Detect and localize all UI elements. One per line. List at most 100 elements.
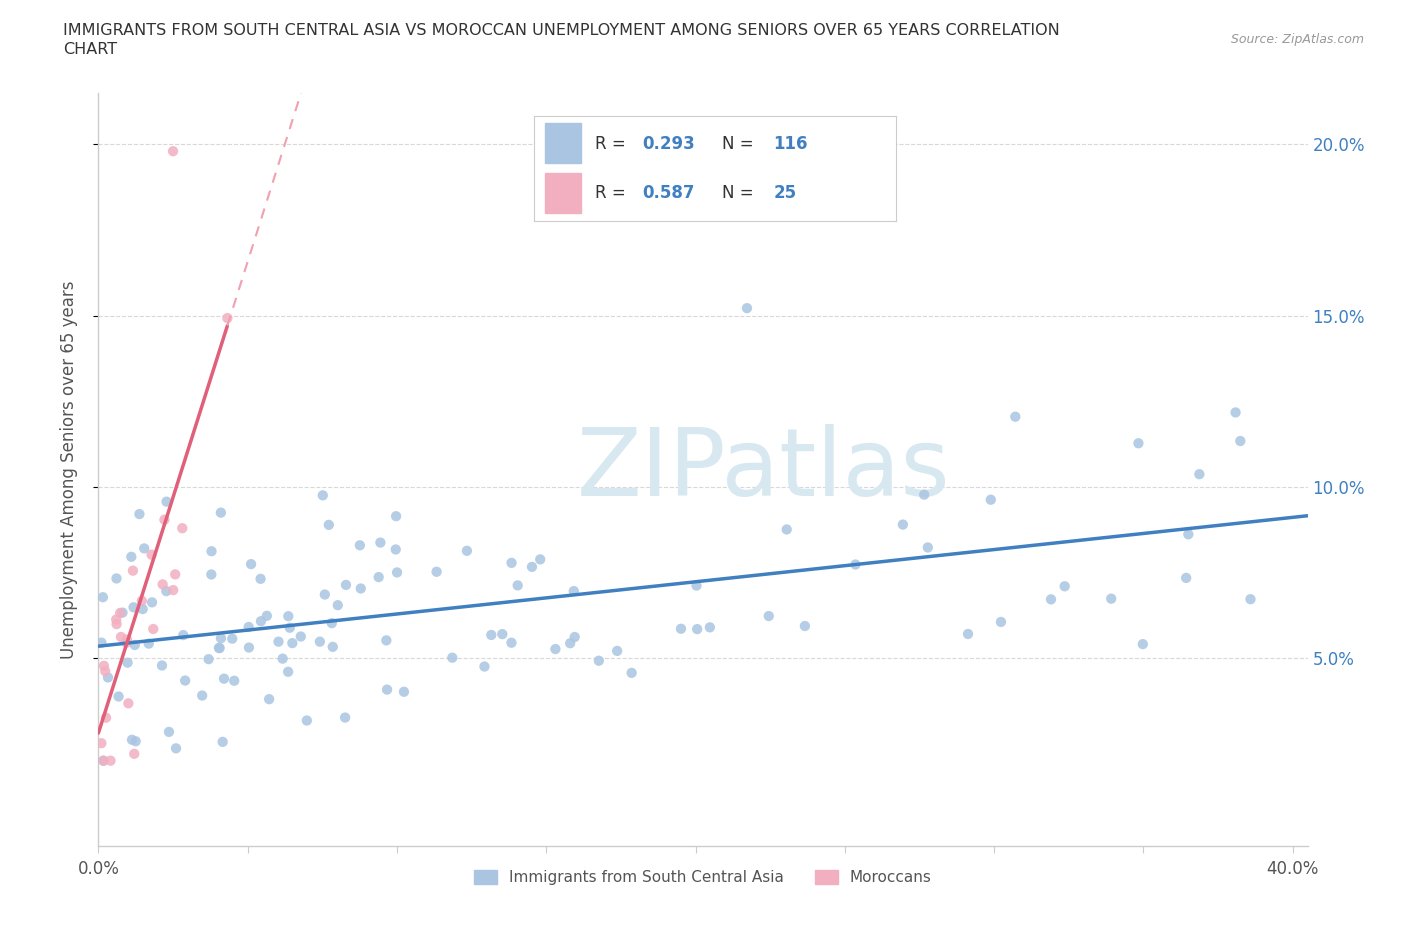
Point xyxy=(115,635,138,650)
Point xyxy=(150,658,173,673)
Point xyxy=(474,659,496,674)
Point xyxy=(172,628,194,643)
Point xyxy=(277,609,299,624)
Point xyxy=(562,584,585,599)
Point xyxy=(221,631,243,646)
Point xyxy=(290,629,312,644)
Point xyxy=(138,636,160,651)
Point xyxy=(1004,409,1026,424)
Point xyxy=(250,614,273,629)
Point xyxy=(699,620,721,635)
Point xyxy=(200,567,222,582)
Point xyxy=(685,578,707,593)
Point xyxy=(321,616,343,631)
Point xyxy=(217,311,239,325)
Point xyxy=(271,651,294,666)
Point xyxy=(91,753,114,768)
Point xyxy=(90,635,112,650)
Point xyxy=(165,741,187,756)
Point xyxy=(1132,637,1154,652)
Point xyxy=(124,638,146,653)
Point xyxy=(108,605,131,620)
Point xyxy=(560,636,582,651)
Point xyxy=(544,642,567,657)
Point xyxy=(105,612,128,627)
Point xyxy=(277,664,299,679)
Point xyxy=(122,600,145,615)
Point xyxy=(257,692,280,707)
Point xyxy=(314,587,336,602)
Point xyxy=(912,487,935,502)
Point xyxy=(249,571,271,586)
Text: Source: ZipAtlas.com: Source: ZipAtlas.com xyxy=(1230,33,1364,46)
Point xyxy=(97,670,120,684)
Point xyxy=(335,578,357,592)
Point xyxy=(141,547,163,562)
Text: CHART: CHART xyxy=(63,42,117,57)
Point xyxy=(441,650,464,665)
Point xyxy=(107,689,129,704)
Point xyxy=(758,608,780,623)
Legend: Immigrants from South Central Asia, Moroccans: Immigrants from South Central Asia, Moro… xyxy=(468,864,938,891)
Point xyxy=(308,634,330,649)
Point xyxy=(208,641,231,656)
Point xyxy=(157,724,180,739)
Point xyxy=(735,300,758,315)
Point xyxy=(93,658,115,673)
Point xyxy=(844,557,866,572)
Point xyxy=(501,635,523,650)
Point xyxy=(155,584,177,599)
Point xyxy=(980,492,1002,507)
Point xyxy=(117,656,139,671)
Point xyxy=(191,688,214,703)
Point xyxy=(370,535,392,550)
Point xyxy=(141,595,163,610)
Point xyxy=(606,644,628,658)
Point xyxy=(121,732,143,747)
Point xyxy=(1177,527,1199,542)
Point xyxy=(153,512,176,527)
Point xyxy=(120,550,142,565)
Point xyxy=(117,696,139,711)
Point xyxy=(267,634,290,649)
Point xyxy=(295,713,318,728)
Text: ZIPatlas: ZIPatlas xyxy=(576,424,950,515)
Point xyxy=(105,617,128,631)
Point xyxy=(212,671,235,686)
Point xyxy=(155,494,177,509)
Point xyxy=(209,631,232,645)
Point xyxy=(172,521,194,536)
Point xyxy=(94,664,117,679)
Point xyxy=(891,517,914,532)
Point xyxy=(312,488,335,503)
Point xyxy=(333,711,356,725)
Point xyxy=(142,621,165,636)
Point xyxy=(174,673,197,688)
Point xyxy=(105,571,128,586)
Point xyxy=(131,593,153,608)
Point xyxy=(281,636,304,651)
Point xyxy=(1188,467,1211,482)
Point xyxy=(669,621,692,636)
Point xyxy=(776,522,799,537)
Text: IMMIGRANTS FROM SOUTH CENTRAL ASIA VS MOROCCAN UNEMPLOYMENT AMONG SENIORS OVER 6: IMMIGRANTS FROM SOUTH CENTRAL ASIA VS MO… xyxy=(63,23,1060,38)
Point xyxy=(529,551,551,566)
Point xyxy=(162,583,184,598)
Point xyxy=(197,652,219,667)
Point xyxy=(93,753,115,768)
Point xyxy=(917,540,939,555)
Point xyxy=(564,630,586,644)
Point xyxy=(1225,405,1247,419)
Point xyxy=(1175,570,1198,585)
Point xyxy=(375,683,398,698)
Point xyxy=(322,640,344,655)
Point xyxy=(384,542,406,557)
Point xyxy=(110,630,132,644)
Point xyxy=(385,565,408,580)
Point xyxy=(211,735,233,750)
Point xyxy=(620,666,643,681)
Point xyxy=(506,578,529,592)
Point xyxy=(686,621,709,636)
Point xyxy=(134,541,156,556)
Point xyxy=(375,633,398,648)
